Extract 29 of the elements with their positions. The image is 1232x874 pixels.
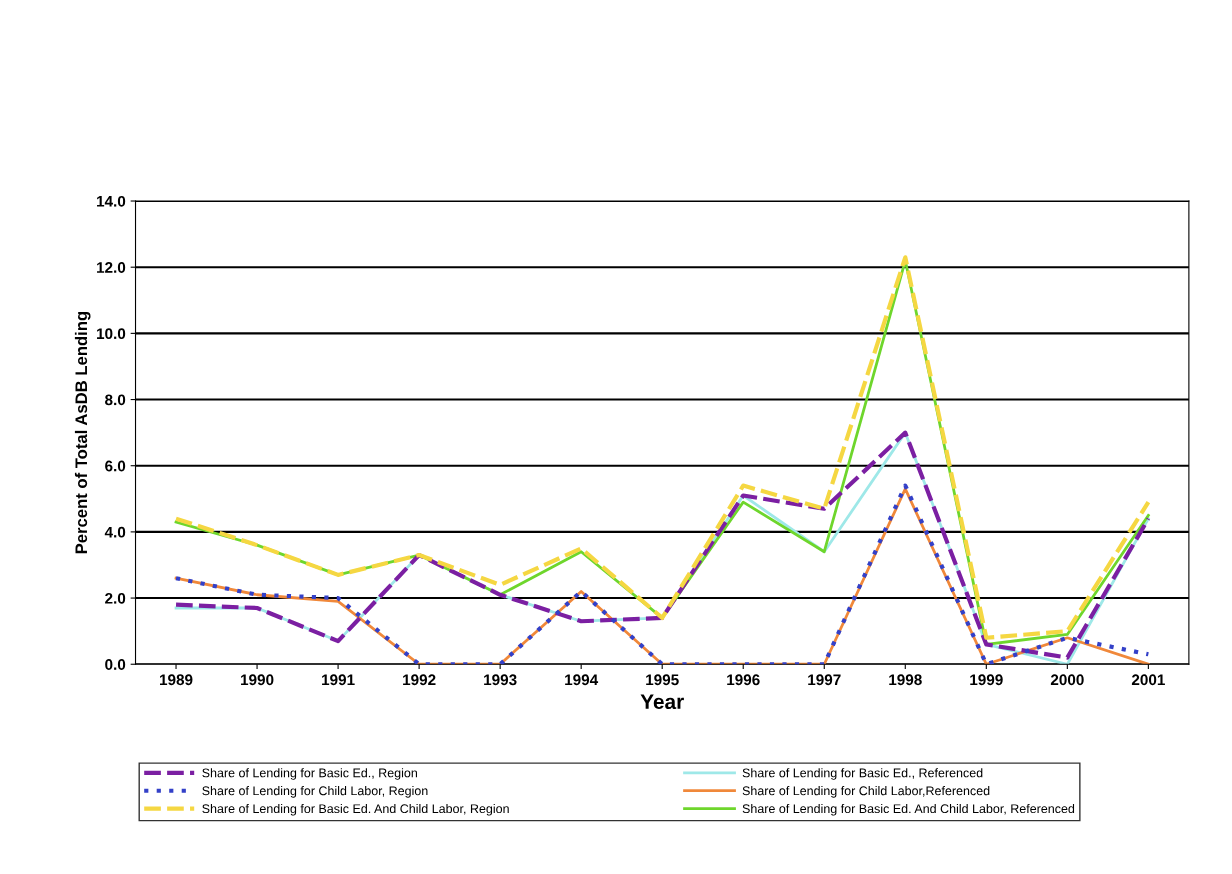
y-axis-title: Percent of Total AsDB Lending	[74, 311, 91, 554]
legend-label: Share of Lending for Child Labor, Region	[202, 786, 428, 798]
y-tick-label: 10.0	[97, 328, 126, 340]
y-tick-label: 2.0	[105, 592, 126, 604]
legend-label: Share of Lending for Basic Ed. And Child Labor, Referenced	[742, 803, 1075, 816]
x-tick-label: 1998	[889, 674, 922, 686]
x-tick-label: 1999	[970, 674, 1003, 686]
x-tick-label: 1996	[727, 674, 760, 686]
legend-label: Share of Lending for Basic Ed., Referenced	[742, 768, 983, 780]
x-tick-label: 1991	[322, 674, 355, 686]
y-tick-label: 0.0	[105, 659, 126, 670]
x-tick-label: 1993	[484, 674, 517, 686]
legend-label: Share of Lending for Basic Ed. And Child Labor, Region	[202, 803, 509, 816]
x-axis-title: Year	[640, 694, 684, 710]
x-tick-label: 2000	[1050, 674, 1084, 686]
legend-label: Share of Lending for Basic Ed., Region	[202, 768, 417, 780]
x-tick-label: 1992	[403, 674, 436, 686]
x-tick-label: 1997	[808, 674, 841, 686]
y-tick-label: 12.0	[97, 262, 126, 273]
y-tick-label: 14.0	[97, 195, 126, 207]
x-tick-label: 1994	[565, 674, 599, 686]
y-tick-label: 6.0	[105, 460, 126, 472]
x-tick-label: 1995	[646, 674, 679, 686]
x-tick-label: 2001	[1131, 674, 1165, 686]
legend-label: Share of Lending for Child Labor,Referenced	[742, 786, 990, 798]
y-tick-label: 8.0	[105, 394, 126, 406]
x-tick-label: 1989	[160, 674, 193, 686]
x-tick-label: 1990	[241, 674, 274, 686]
y-tick-label: 4.0	[104, 526, 126, 538]
